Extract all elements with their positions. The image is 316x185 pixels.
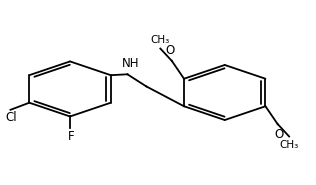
Text: O: O	[166, 44, 175, 57]
Text: Cl: Cl	[5, 111, 17, 124]
Text: CH₃: CH₃	[279, 140, 299, 150]
Text: CH₃: CH₃	[151, 35, 170, 45]
Text: NH: NH	[122, 57, 140, 70]
Text: O: O	[275, 128, 284, 141]
Text: F: F	[68, 130, 75, 143]
